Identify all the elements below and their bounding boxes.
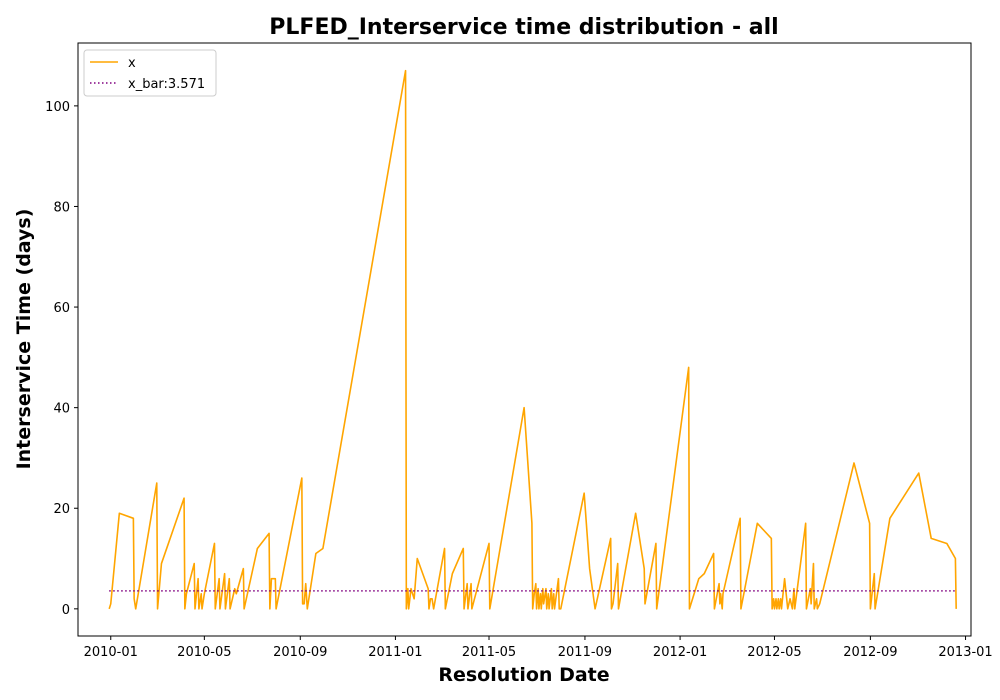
x-tick-label: 2011-09 — [558, 645, 612, 660]
x-tick-label: 2010-01 — [84, 645, 138, 660]
x-tick-label: 2012-05 — [747, 645, 801, 660]
x-tick-label: 2011-01 — [368, 645, 422, 660]
y-tick-label: 0 — [62, 603, 70, 618]
x-tick-label: 2013-01 — [938, 645, 992, 660]
x-tick-label: 2010-05 — [177, 645, 231, 660]
y-tick-label: 100 — [45, 100, 70, 115]
y-axis-label: Interservice Time (days) — [13, 209, 35, 470]
axes-frame — [77, 42, 972, 637]
x-axis-label: Resolution Date — [438, 664, 609, 686]
y-tick-label: 60 — [53, 301, 70, 316]
x-tick-label: 2011-05 — [462, 645, 516, 660]
x-tick-label: 2012-01 — [653, 645, 707, 660]
y-tick-label: 20 — [53, 502, 70, 517]
x-tick-label: 2012-09 — [843, 645, 897, 660]
legend-label-0: x — [128, 56, 136, 71]
legend: x x_bar:3.571 — [83, 49, 217, 97]
y-tick-label: 40 — [53, 402, 70, 417]
legend-label-1: x_bar:3.571 — [128, 77, 205, 92]
plot-area: 0 20 40 60 80 100 2010-01 2010-05 2010-09 2011-01… — [45, 42, 993, 660]
series-line-0 — [108, 69, 957, 610]
x-tick-label: 2010-09 — [273, 645, 327, 660]
y-tick-label: 80 — [53, 200, 70, 215]
chart-title: PLFED_Interservice time distribution - a… — [269, 15, 778, 40]
